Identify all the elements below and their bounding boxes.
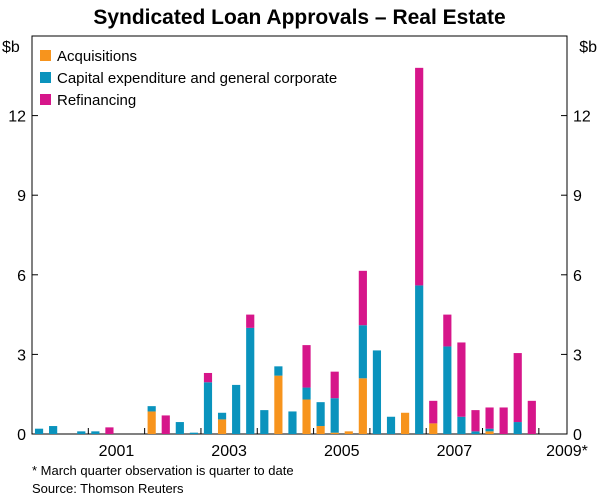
y-tick-label-right: 0 [573,427,582,444]
bar-segment [217,412,227,420]
bar-segment [513,353,522,423]
legend: Acquisitions Capital expenditure and gen… [40,48,337,109]
bar-segment [527,400,536,434]
bar-segment [358,378,367,434]
y-axis-unit-right: $b [579,39,597,56]
bar-segment [358,270,367,326]
bar-segment [232,384,241,434]
bar-segment [189,432,198,434]
bar-segment [91,431,100,434]
bar-stacks [34,67,536,434]
bar-segment [372,350,382,434]
bar-segment [34,428,44,434]
bar-segment [415,67,424,286]
bar-segment [274,375,283,434]
bar-segment [246,314,255,328]
legend-label-acquisitions: Acquisitions [57,48,137,65]
y-axis-unit-left: $b [2,39,20,56]
bar-segment [358,325,367,379]
y-tick-label-left: 0 [17,427,26,444]
legend-swatch-acquisitions [40,50,51,61]
x-tick-label: 2005 [324,443,360,460]
bar-segment [316,402,325,427]
x-ticks: 2001 2003 2005 2007 2009* [87,428,588,460]
bar-segment [302,345,311,388]
legend-swatch-refinancing [40,94,51,105]
bar-segment [499,407,508,434]
x-tick-label: 2007 [437,443,473,460]
y-tick-label-left: 3 [17,347,26,364]
legend-label-refinancing: Refinancing [57,92,136,109]
bar-segment [49,426,58,434]
y-tick-label-right: 12 [573,109,591,126]
bar-segment [217,419,227,434]
legend-swatch-capex [40,72,51,83]
y-tick-label-right: 6 [573,268,582,285]
y-tick-label-left: 6 [17,268,26,285]
chart-title: Syndicated Loan Approvals – Real Estate [93,6,505,29]
y-tick-label-left: 9 [17,188,26,205]
y-tick-label-right: 9 [573,188,582,205]
bar-segment [246,327,255,434]
x-tick-label: 2003 [211,443,247,460]
legend-label-capex: Capital expenditure and general corporat… [57,70,337,87]
bar-segment [386,416,396,434]
bar-segment [105,427,114,434]
bar-segment [260,410,269,434]
source-note: Source: Thomson Reuters [32,481,184,496]
bar-segment [485,407,494,429]
bar-segment [457,416,466,434]
bar-segment [161,415,170,434]
bar-segment [513,422,522,434]
bar-segment [485,431,494,434]
y-ticks-right: 0 3 6 9 12 [561,109,591,444]
bar-segment [203,382,213,434]
y-tick-label-right: 3 [573,347,582,364]
bar-segment [401,412,410,434]
footnote: * March quarter observation is quarter t… [32,463,294,478]
bar-segment [443,314,452,347]
bar-segment [302,387,311,400]
y-ticks-left: 0 3 6 9 12 [8,109,38,444]
bar-segment [147,406,156,412]
bar-segment [344,431,353,434]
bar-segment [302,399,311,434]
bar-segment [443,346,452,434]
bar-segment [429,400,438,424]
x-tick-label: 2009* [546,443,588,460]
bar-segment [330,398,339,433]
y-tick-label-left: 12 [8,109,26,126]
bar-segment [288,411,297,434]
x-tick-label: 2001 [99,443,135,460]
bar-segment [485,428,494,432]
plot-frame [31,35,568,435]
bar-segment [77,431,86,434]
bar-segment [457,342,466,417]
bar-segment [316,426,325,434]
bar-segment [147,411,156,434]
bar-segment [471,410,480,432]
bar-segment [471,431,480,434]
bar-segment [203,372,213,383]
bar-segment [330,371,339,399]
bar-segment [175,422,184,434]
bar-segment [429,423,438,434]
bar-segment [274,366,283,376]
bar-segment [415,285,424,434]
bar-segment [330,432,339,434]
